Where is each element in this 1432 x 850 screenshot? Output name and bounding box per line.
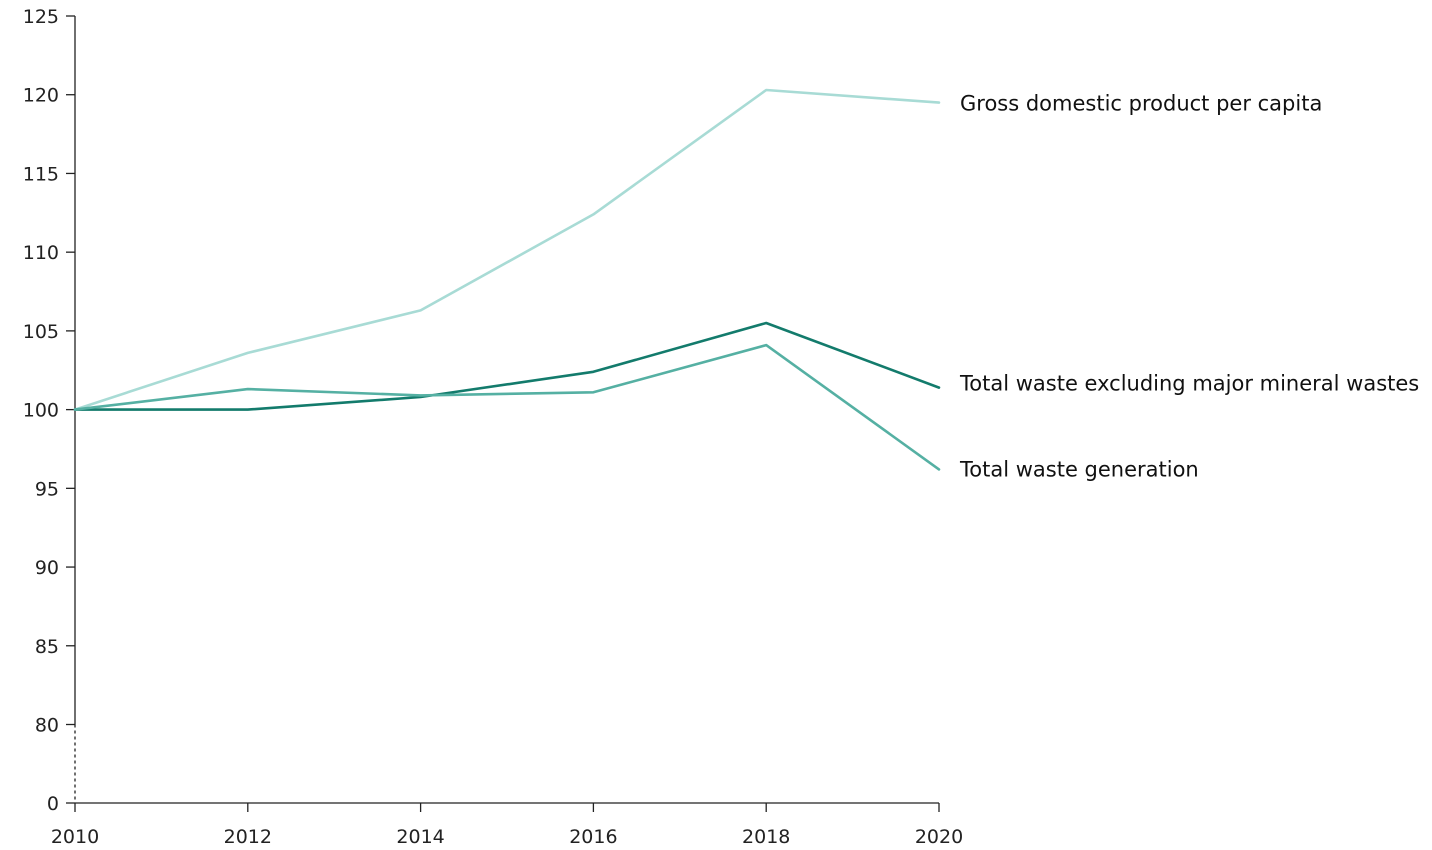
x-tick-label: 2014 <box>396 826 444 848</box>
y-tick-label: 115 <box>23 163 59 185</box>
y-tick-label: 95 <box>35 478 59 500</box>
y-tick-label: 120 <box>23 85 59 107</box>
series-label-2: Total waste generation <box>959 457 1199 481</box>
series-lines <box>73 88 941 471</box>
series-line-1 <box>73 321 941 411</box>
y-tick-label: 100 <box>23 400 59 422</box>
y-tick-label: 80 <box>35 715 59 737</box>
y-axis: 0 80 85 90 95 100 105 110 115 120 125 <box>23 6 76 815</box>
x-tick-label: 2016 <box>569 826 617 848</box>
series-line-2 <box>73 343 941 471</box>
y-tick-label: 125 <box>23 6 59 28</box>
x-tick-label: 2020 <box>915 826 963 848</box>
y-tick-label: 105 <box>23 321 59 343</box>
y-tick-label: 85 <box>35 636 59 658</box>
series-labels: Gross domestic product per capita Total w… <box>959 92 1419 482</box>
x-axis: 2010 2012 2014 2016 2018 2020 <box>51 802 963 848</box>
series-label-1: Total waste excluding major mineral wast… <box>959 372 1419 396</box>
y-tick-label: 0 <box>47 793 59 815</box>
y-tick-label: 110 <box>23 242 59 264</box>
x-tick-label: 2010 <box>51 826 99 848</box>
y-tick-label: 90 <box>35 557 59 579</box>
x-tick-label: 2012 <box>224 826 272 848</box>
series-line-0 <box>73 88 941 411</box>
series-label-0: Gross domestic product per capita <box>960 92 1322 116</box>
x-tick-label: 2018 <box>742 826 790 848</box>
